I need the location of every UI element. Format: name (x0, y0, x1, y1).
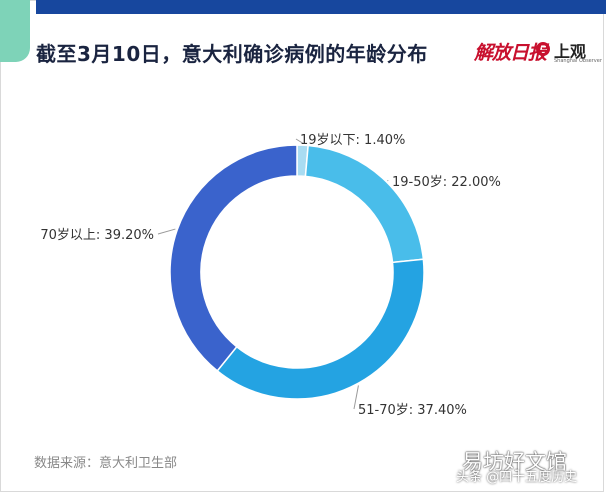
watermark: 易坊好文馆 (462, 450, 567, 474)
slice-label-3: 51-70岁: 37.40% (358, 403, 467, 418)
slice-label-1: 19岁以下: 1.40% (300, 133, 405, 148)
donut-slice-2 (304, 144, 425, 264)
slice-label-2: 19-50岁: 22.00% (392, 175, 501, 190)
leader-line-3 (353, 385, 359, 410)
data-source: 数据来源：意大利卫生部 (34, 456, 178, 471)
chart-title: 截至3月10日，意大利确诊病例的年龄分布 (36, 42, 428, 66)
leader-line-4 (157, 228, 176, 235)
leader-line-1 (295, 138, 303, 144)
shangguan-circle-icon (536, 42, 550, 56)
shangguan-logo: 上观 Shanghai Observer (536, 38, 602, 68)
donut-slice-3 (216, 258, 425, 400)
donut-slice-4 (169, 144, 298, 372)
shangguan-logo-text: 上观 (554, 42, 587, 61)
slice-label-4: 70岁以上: 39.20% (40, 228, 154, 243)
jiefang-daily-logo: 解放日报 (474, 42, 547, 64)
header-bar (36, 0, 606, 14)
watermark-sub: 头条 @四十五度历史 (456, 470, 578, 485)
shangguan-logo-subtext: Shanghai Observer (554, 58, 602, 64)
corner-accent (0, 0, 30, 62)
